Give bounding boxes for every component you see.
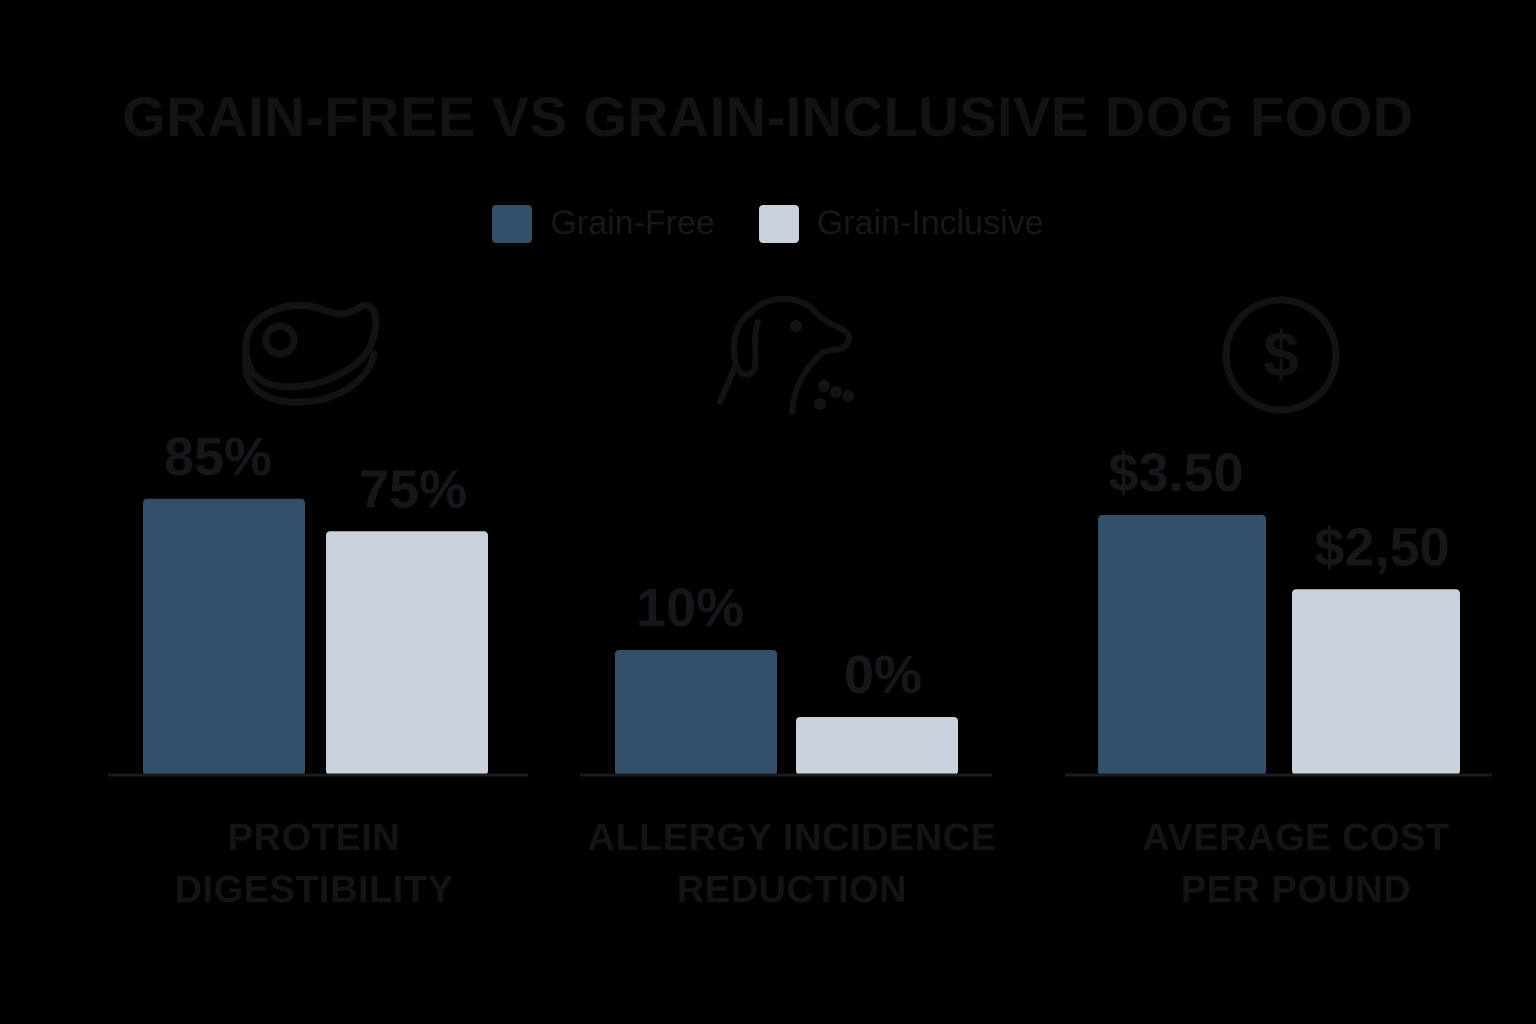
dollar-icon: $ <box>1222 296 1340 414</box>
chart-title: GRAIN-FREE VS GRAIN-INCLUSIVE DOG FOOD <box>122 85 1414 148</box>
bar-panel0-grain-inclusive <box>326 531 488 775</box>
panel-1: 10% 0% ALLERGY INCIDENCE REDUCTION <box>580 578 996 911</box>
value-label-panel1-0: 10% <box>636 578 744 638</box>
bar-panel2-grain-free <box>1098 515 1266 775</box>
legend-swatch-grain-inclusive <box>758 204 799 243</box>
value-label-panel2-1: $2,50 <box>1314 517 1449 577</box>
bar-panel2-grain-inclusive <box>1292 589 1460 775</box>
steak-icon <box>242 301 380 406</box>
value-label-panel1-1: 0% <box>844 645 922 705</box>
value-label-panel0-0: 85% <box>164 427 272 487</box>
value-label-panel2-0: $3.50 <box>1108 443 1243 503</box>
category-label-panel1-line1: REDUCTION <box>677 869 907 911</box>
panel-0: 85% 75% PROTEIN DIGESTIBILITY <box>108 427 528 911</box>
bar-panel0-grain-free <box>143 498 305 775</box>
category-label-panel2-line0: AVERAGE COST <box>1142 817 1449 859</box>
legend-item-grain-free: Grain-Free <box>492 204 715 243</box>
category-label-panel2-line1: PER POUND <box>1181 869 1411 911</box>
category-label-panel0-line1: DIGESTIBILITY <box>175 869 454 911</box>
dog-icon <box>717 295 854 415</box>
category-label-panel1-line0: ALLERGY INCIDENCE <box>588 817 997 859</box>
bar-panel1-grain-free <box>615 650 777 775</box>
legend-item-grain-inclusive: Grain-Inclusive <box>758 204 1044 243</box>
legend-label-grain-free: Grain-Free <box>550 204 715 242</box>
panel-2: $3.50 $2,50 AVERAGE COST PER POUND <box>1065 443 1492 911</box>
value-label-panel0-1: 75% <box>359 459 467 519</box>
bar-panel1-grain-inclusive <box>796 717 958 775</box>
svg-text:$: $ <box>1263 318 1299 390</box>
legend-label-grain-inclusive: Grain-Inclusive <box>816 204 1044 242</box>
category-label-panel0-line0: PROTEIN <box>228 817 400 859</box>
legend: Grain-Free Grain-Inclusive <box>0 204 1536 243</box>
legend-swatch-grain-free <box>492 204 533 243</box>
